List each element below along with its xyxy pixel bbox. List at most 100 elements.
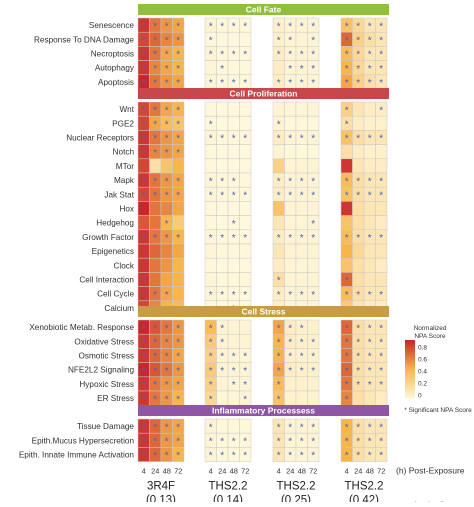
significance-star: * — [345, 50, 349, 61]
significance-star: * — [368, 78, 372, 89]
legend-tick-label: 0.4 — [418, 369, 427, 376]
heatmap-cell — [272, 144, 285, 160]
significance-star: * — [356, 290, 360, 301]
section-title: Cell Fate — [246, 5, 282, 15]
timepoint-label: 4 — [345, 467, 349, 476]
heatmap-cell — [149, 201, 162, 216]
significance-star: * — [142, 276, 146, 287]
significance-star: * — [345, 352, 349, 363]
significance-star: * — [209, 323, 213, 334]
significance-star: * — [300, 191, 304, 202]
significance-star: * — [300, 176, 304, 187]
legend-gradient-step — [405, 373, 415, 376]
heatmap-cell — [239, 333, 252, 349]
significance-star: * — [232, 134, 236, 145]
significance-star: * — [153, 233, 157, 244]
significance-star: * — [176, 134, 180, 145]
significance-star: * — [153, 323, 157, 334]
significance-star: * — [165, 64, 169, 75]
legend-gradient-step — [405, 347, 415, 350]
significance-star: * — [176, 422, 180, 433]
significance-star: * — [277, 78, 281, 89]
heatmap-cell — [204, 272, 217, 287]
significance-star: * — [243, 78, 247, 89]
significance-star: * — [142, 21, 146, 32]
significance-star: * — [220, 64, 224, 75]
heatmap-cell — [204, 201, 217, 216]
heatmap-cell — [352, 243, 365, 259]
significance-star: * — [176, 176, 180, 187]
heatmap-cell — [172, 286, 185, 302]
significance-star: * — [209, 134, 213, 145]
significance-star: * — [368, 233, 372, 244]
heatmap-cell — [375, 390, 388, 406]
row-label: Necroptosis — [91, 50, 134, 59]
legend-gradient-step — [405, 384, 415, 387]
significance-star: * — [311, 21, 315, 32]
significance-star: * — [165, 290, 169, 301]
significance-star: * — [165, 338, 169, 349]
significance-star: * — [368, 176, 372, 187]
group-label: 3R4F — [147, 481, 175, 493]
legend-tick-label: 0.6 — [418, 357, 427, 364]
significance-star: * — [277, 394, 281, 405]
significance-star: * — [176, 338, 180, 349]
heatmap-cell — [340, 158, 353, 174]
significance-star: * — [153, 120, 157, 131]
significance-star: * — [142, 380, 146, 391]
significance-star: * — [379, 352, 383, 363]
significance-star: * — [209, 233, 213, 244]
timepoint-label: 4 — [277, 467, 281, 476]
legend-gradient-step — [405, 364, 415, 367]
significance-star: * — [300, 451, 304, 462]
significance-star: * — [345, 422, 349, 433]
significance-star: * — [153, 422, 157, 433]
heatmap-cell — [160, 272, 173, 287]
significance-star: * — [176, 50, 180, 61]
heatmap-cell — [340, 257, 353, 273]
significance-star: * — [232, 290, 236, 301]
significance-star: * — [209, 451, 213, 462]
significance-star: * — [165, 78, 169, 89]
significance-star: * — [356, 233, 360, 244]
legend-gradient-step — [405, 380, 415, 383]
legend-gradient-step — [405, 377, 415, 380]
significance-star: * — [232, 380, 236, 391]
significance-star: * — [277, 323, 281, 334]
section-title: Cell Proliferation — [229, 89, 297, 99]
significance-star: * — [142, 78, 146, 89]
significance-star: * — [142, 352, 146, 363]
row-label: Notch — [113, 148, 135, 157]
row-label: Osmotic Stress — [78, 352, 134, 361]
significance-star: * — [356, 36, 360, 47]
section-band — [138, 306, 389, 317]
significance-star: * — [368, 21, 372, 32]
heatmap-cell — [307, 390, 320, 406]
x-axis-label: (h) Post-Exposure — [396, 466, 465, 476]
significance-star: * — [277, 176, 281, 187]
legend-gradient-step — [405, 396, 415, 399]
legend-gradient-step — [405, 390, 415, 393]
significance-star: * — [368, 134, 372, 145]
significance-star: * — [345, 437, 349, 448]
significance-star: * — [300, 366, 304, 377]
significance-star: * — [300, 134, 304, 145]
legend-tick-label: 0.2 — [418, 381, 427, 388]
heatmap-cell — [363, 257, 376, 273]
heatmap-cell — [307, 158, 320, 174]
significance-star: * — [232, 50, 236, 61]
legend-gradient-step — [405, 358, 415, 361]
significance-star: * — [345, 105, 349, 116]
heatmap-cell — [172, 447, 185, 462]
significance-star: * — [277, 120, 281, 131]
significance-star: * — [153, 437, 157, 448]
heatmap-cell — [172, 257, 185, 273]
heatmap-cell — [295, 390, 308, 406]
significance-star: * — [142, 176, 146, 187]
significance-star: * — [209, 36, 213, 47]
significance-star: * — [345, 21, 349, 32]
significance-star: * — [142, 191, 146, 202]
significance-star: * — [232, 78, 236, 89]
significance-star: * — [142, 323, 146, 334]
heatmap-cell — [284, 158, 297, 174]
